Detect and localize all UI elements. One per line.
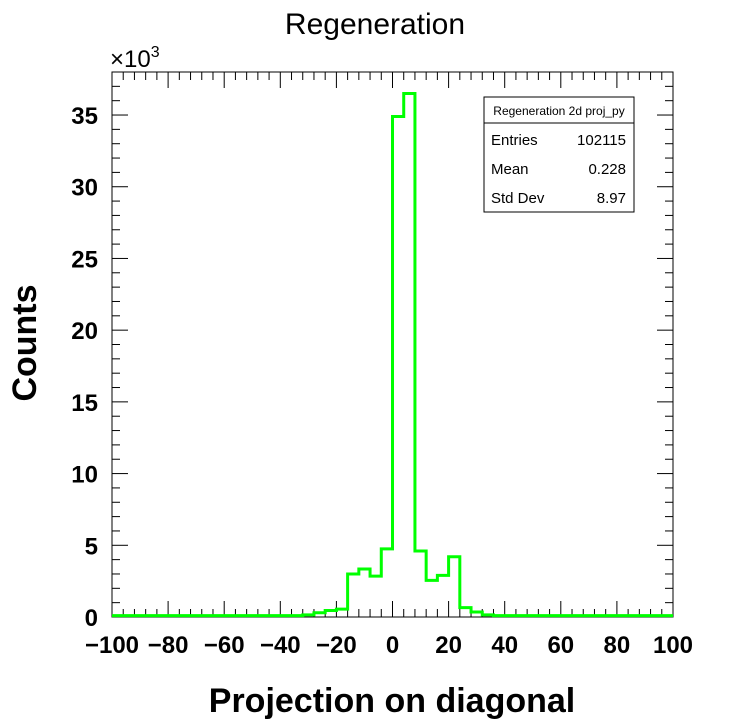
y-tick-label: 25 [71,246,98,273]
histogram-bin [325,611,336,617]
histogram-bin [426,580,437,617]
histogram-bin [437,575,448,617]
histogram-bin [348,574,359,617]
histogram-bin [314,613,325,617]
x-tick-label: −100 [85,632,139,659]
histogram-bin [449,557,460,617]
y-tick-label: 0 [85,605,98,632]
histogram-bin [235,616,246,617]
y-tick-label: 20 [71,318,98,345]
histogram-bin [146,616,157,617]
histogram-bin [168,616,179,617]
histogram-bin [303,615,314,617]
histogram-bin [123,616,134,617]
histogram-bin [572,616,583,617]
histogram-bin [538,616,549,617]
histogram-bin [583,616,594,617]
y-tick-labels: 0 5 10 15 20 25 30 35 [71,103,98,632]
histogram-bin [651,616,662,617]
histogram-bin [594,616,605,617]
stats-stddev-label: Std Dev [491,190,545,207]
histogram-bin [370,576,381,617]
histogram-bin [134,616,145,617]
stats-box-title: Regeneration 2d proj_py [493,104,624,118]
x-axis-title: Projection on diagonal [209,682,575,720]
y-axis-title: Counts [6,284,44,401]
histogram-bin [292,616,303,617]
x-tick-label: 100 [653,632,693,659]
histogram-bin [606,616,617,617]
histogram-bin [280,616,291,617]
histogram-bin [628,616,639,617]
stats-box-frame [483,96,635,213]
histogram-bin [550,616,561,617]
stats-box: Regeneration 2d proj_py Entries 102115 M… [483,96,635,213]
x-tick-labels: −100 −80 −60 −40 −20 0 20 40 60 80 100 [85,632,693,659]
y-tick-label: 10 [71,462,98,489]
histogram-bin [561,616,572,617]
y-multiplier-label: ×103 [110,44,160,73]
histogram-bin [359,569,370,617]
y-tick-label: 35 [71,103,98,130]
x-tick-label: 80 [604,632,631,659]
x-tick-label: −40 [260,632,301,659]
histogram-bin [415,551,426,617]
y-tick-label: 15 [71,390,98,417]
x-tick-label: 20 [435,632,462,659]
histogram-series [112,92,673,618]
stats-entries-label: Entries [491,132,538,149]
histogram-bin [336,609,347,617]
histogram-bin [224,616,235,617]
histogram-bin [157,616,168,617]
histogram-bin [393,116,404,617]
x-tick-label: 0 [386,632,399,659]
histogram-bin [460,608,471,617]
y-tick-label: 30 [71,175,98,202]
histogram-bin [662,616,673,617]
stats-entries-value: 102115 [577,132,626,149]
stats-mean-value: 0.228 [588,161,626,178]
y-tick-label: 5 [85,533,98,560]
histogram-bin [471,612,482,617]
histogram-bin [258,616,269,617]
x-tick-label: −20 [316,632,357,659]
histogram-bin [404,94,415,617]
histogram-bin [505,616,516,617]
x-tick-label: 60 [547,632,574,659]
histogram-bin [493,616,504,617]
chart-title: Regeneration [285,8,465,41]
x-tick-label: −60 [204,632,245,659]
stats-stddev-value: 8.97 [597,190,626,207]
histogram-bin [191,616,202,617]
histogram-line [112,92,673,618]
histogram-bin [527,616,538,617]
x-tick-label: 40 [491,632,518,659]
axis-ticks [111,71,674,618]
histogram-bin [269,616,280,617]
histogram-bin [482,615,493,617]
histogram-bin [247,616,258,617]
histogram-bin [639,616,650,617]
histogram-bin [516,616,527,617]
histogram-bin [202,616,213,617]
histogram-bin [617,616,628,617]
histogram-bin [213,616,224,617]
histogram-bin [381,549,392,617]
stats-mean-label: Mean [491,161,529,178]
histogram-bin [179,616,190,617]
histogram-bin [112,616,123,617]
x-tick-label: −80 [148,632,189,659]
